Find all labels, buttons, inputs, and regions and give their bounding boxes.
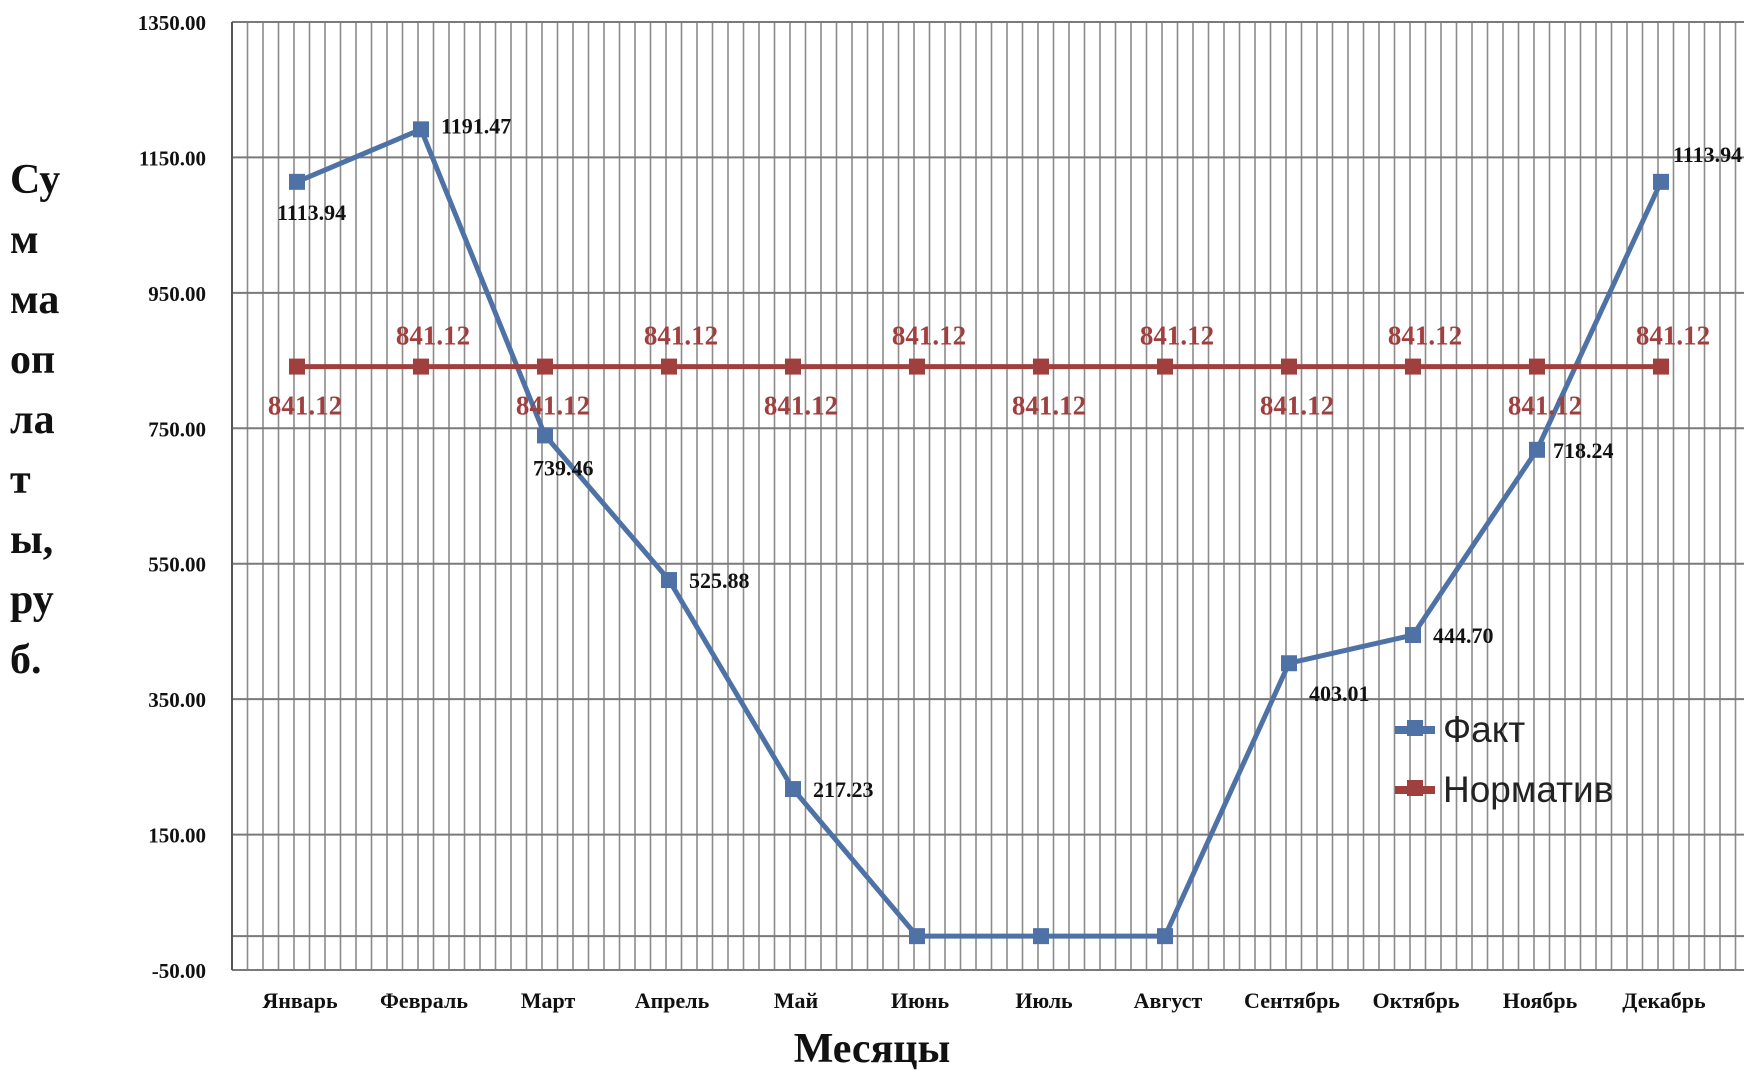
series-point-fact xyxy=(1529,441,1545,458)
data-label-fact: 1113.94 xyxy=(1673,142,1742,167)
series-point-norm xyxy=(1653,358,1669,375)
x-tick-label: Март xyxy=(521,988,576,1013)
y-tick-label: 950.00 xyxy=(148,282,206,306)
y-axis-label-line: ру xyxy=(10,577,54,623)
x-tick-label: Июнь xyxy=(891,988,950,1013)
series-point-norm xyxy=(289,358,305,375)
series-point-norm xyxy=(1033,358,1049,375)
data-label-norm: 841.12 xyxy=(1260,391,1334,421)
y-axis-label-line: т xyxy=(10,457,31,503)
series-point-fact xyxy=(661,572,677,589)
y-tick-label: -50.00 xyxy=(152,959,206,983)
data-label-norm: 841.12 xyxy=(764,391,838,421)
legend-item-fact: Факт xyxy=(1395,700,1613,760)
series-point-norm xyxy=(785,358,801,375)
y-axis-label: Су м ма оп ла т ы, ру б. xyxy=(10,150,100,690)
x-tick-label: Август xyxy=(1134,988,1203,1013)
data-label-fact: 1191.47 xyxy=(441,113,511,138)
series-point-norm xyxy=(537,358,553,375)
x-axis-label: Месяцы xyxy=(793,1026,951,1072)
series-point-norm xyxy=(1281,358,1297,375)
x-tick-label: Апрель xyxy=(635,988,710,1013)
y-axis-label-line: м xyxy=(10,217,39,263)
data-label-fact: 718.24 xyxy=(1553,438,1614,463)
data-label-fact: 525.88 xyxy=(689,568,750,593)
legend-swatch-norm xyxy=(1395,780,1435,796)
y-axis-label-line: б. xyxy=(10,637,42,683)
series-point-norm xyxy=(413,358,429,375)
data-label-norm: 841.12 xyxy=(892,321,966,351)
data-label-norm: 841.12 xyxy=(396,321,470,351)
series-point-fact xyxy=(289,173,305,190)
series-point-fact xyxy=(1033,928,1049,945)
series-point-norm xyxy=(1157,358,1173,375)
x-tick-label: Февраль xyxy=(380,988,468,1013)
y-tick-label: 750.00 xyxy=(148,417,206,441)
data-label-norm: 841.12 xyxy=(516,391,590,421)
legend-item-norm: Норматив xyxy=(1395,760,1613,820)
data-label-norm: 841.12 xyxy=(644,321,718,351)
series-point-fact xyxy=(537,427,553,444)
series-line-fact xyxy=(296,126,1664,939)
y-tick-label: 550.00 xyxy=(148,553,206,577)
data-label-norm: 841.12 xyxy=(1012,391,1086,421)
data-label-fact: 217.23 xyxy=(813,777,874,802)
x-tick-label: Январь xyxy=(262,988,338,1013)
y-axis-label-line: оп xyxy=(10,337,56,383)
y-tick-label: 350.00 xyxy=(148,688,206,712)
series-point-fact xyxy=(1405,627,1421,644)
legend-swatch-fact xyxy=(1395,720,1435,736)
y-axis-label-line: ма xyxy=(10,277,60,323)
series-point-fact xyxy=(1653,173,1669,190)
x-tick-label: Май xyxy=(774,988,819,1013)
series-point-fact xyxy=(1281,655,1297,672)
series-point-fact xyxy=(1157,928,1173,945)
y-axis-label-line: Су xyxy=(10,157,61,203)
series-point-fact xyxy=(909,928,925,945)
y-tick-label: 150.00 xyxy=(148,824,206,848)
series-point-norm xyxy=(661,358,677,375)
data-label-fact: 1113.94 xyxy=(277,200,346,225)
data-label-fact: 403.01 xyxy=(1309,681,1370,706)
series-point-norm xyxy=(909,358,925,375)
data-label-fact: 739.46 xyxy=(533,455,594,480)
legend-label-fact: Факт xyxy=(1443,709,1526,750)
y-tick-label: 1150.00 xyxy=(139,146,206,170)
y-axis-label-line: ла xyxy=(10,397,55,443)
x-tick-label: Ноябрь xyxy=(1503,988,1578,1013)
x-tick-label: Июль xyxy=(1015,988,1073,1013)
data-label-norm: 841.12 xyxy=(268,391,342,421)
data-label-norm: 841.12 xyxy=(1508,391,1582,421)
series-point-norm xyxy=(1529,358,1545,375)
series-point-norm xyxy=(1405,358,1421,375)
y-tick-label: 1350.00 xyxy=(138,11,206,35)
x-tick-label: Сентябрь xyxy=(1244,988,1340,1013)
data-label-norm: 841.12 xyxy=(1388,321,1462,351)
series-point-fact xyxy=(785,781,801,798)
x-tick-label: Декабрь xyxy=(1622,988,1706,1013)
legend-label-norm: Норматив xyxy=(1443,769,1614,810)
legend: Факт Норматив xyxy=(1395,700,1613,820)
series-point-fact xyxy=(413,121,429,138)
data-label-fact: 444.70 xyxy=(1433,623,1494,648)
y-axis-label-line: ы, xyxy=(10,517,54,563)
x-tick-label: Октябрь xyxy=(1372,988,1459,1013)
data-label-norm: 841.12 xyxy=(1140,321,1214,351)
data-label-norm: 841.12 xyxy=(1636,321,1710,351)
